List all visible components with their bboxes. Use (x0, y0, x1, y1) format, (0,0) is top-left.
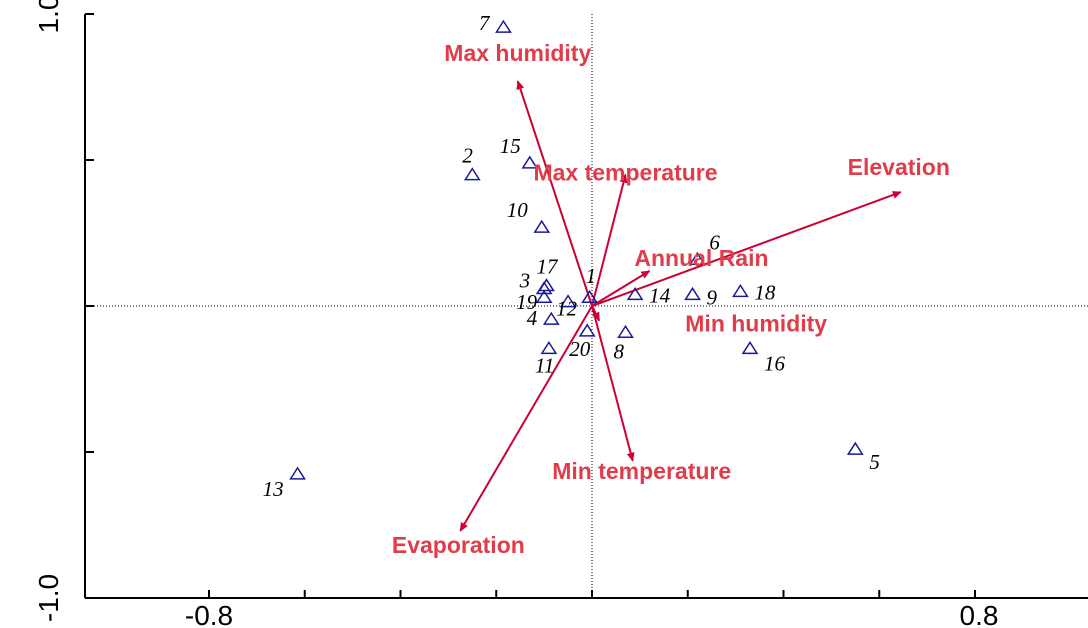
arrow-elevation (591, 191, 902, 307)
arrow-min-temperature (591, 305, 635, 462)
x-tick-label: 0.8 (960, 600, 999, 628)
site-marker (540, 340, 558, 355)
site-label: 5 (869, 450, 880, 474)
site-marker (289, 466, 306, 480)
arrow-max-temperature (591, 173, 628, 307)
site-marker (626, 286, 644, 301)
site-label: 19 (516, 290, 538, 314)
arrow-annual-rain (591, 270, 651, 307)
site-label: 12 (556, 297, 578, 321)
site-marker (741, 340, 759, 355)
arrow-label: Elevation (848, 154, 950, 180)
site-marker (521, 155, 539, 169)
site-marker (617, 324, 634, 339)
site-label: 10 (507, 198, 529, 222)
arrow-label: Max temperature (533, 160, 717, 186)
site-marker (578, 323, 596, 337)
arrow-label: Evaporation (392, 532, 525, 558)
site-marker (463, 167, 481, 181)
site-marker (538, 278, 555, 292)
site-marker (732, 284, 749, 298)
site-marker (684, 286, 701, 301)
site-label: 2 (462, 144, 473, 168)
arrow-max-humidity (516, 80, 593, 307)
site-label: 3 (519, 268, 531, 292)
site-marker (542, 311, 560, 325)
site-marker (559, 294, 577, 308)
y-tick-label: -1.0 (33, 574, 64, 622)
arrow-evaporation (459, 305, 593, 532)
site-label: 16 (764, 351, 786, 375)
site-label: 7 (479, 11, 491, 35)
site-label: 14 (649, 283, 671, 307)
site-label: 8 (614, 339, 625, 363)
y-tick-label: 1.0 (33, 0, 64, 33)
site-marker (688, 251, 706, 266)
arrow-label: Min humidity (685, 311, 827, 337)
site-marker (535, 289, 553, 303)
site-label: 9 (707, 285, 718, 309)
x-tick-label: -0.8 (185, 600, 233, 628)
site-marker (581, 289, 598, 303)
site-label: 1 (586, 264, 597, 288)
site-label: 4 (527, 306, 538, 330)
site-label: 6 (709, 230, 720, 254)
site-label: 20 (569, 337, 591, 361)
site-label: 17 (537, 255, 560, 279)
site-label: 13 (263, 477, 284, 501)
arrow-label: Max humidity (444, 40, 591, 66)
site-label: 15 (500, 134, 521, 158)
site-marker (846, 441, 864, 455)
arrow-label: Annual Rain (634, 245, 768, 271)
site-label: 11 (535, 353, 554, 377)
site-marker (495, 19, 512, 33)
site-marker (533, 219, 551, 233)
arrow-label: Min temperature (552, 458, 731, 484)
site-label: 18 (754, 280, 776, 304)
